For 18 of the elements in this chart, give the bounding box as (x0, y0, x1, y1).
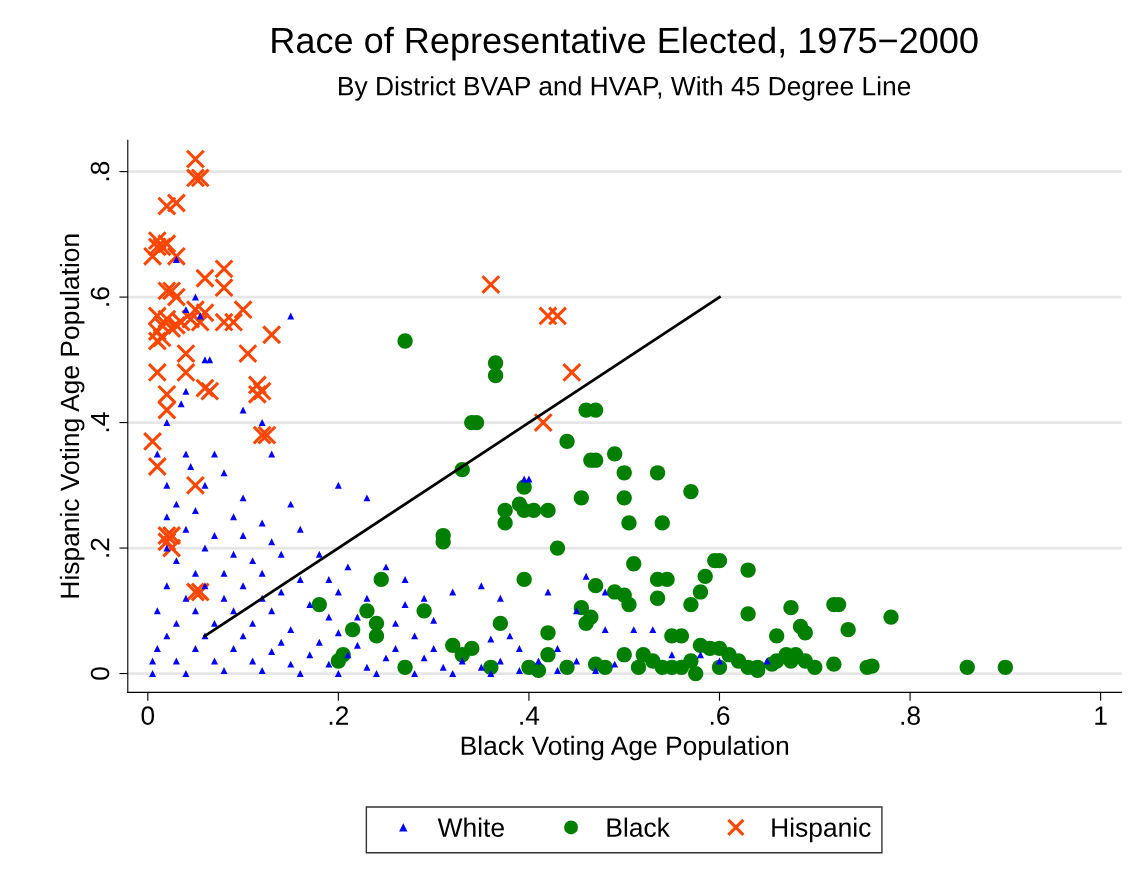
legend-label: Black (607, 817, 670, 837)
y-tick-label: .6 (90, 287, 110, 306)
legend-label: Hispanic (772, 817, 871, 843)
chart-subtitle: By District BVAP and HVAP, With 45 Degree Line (339, 76, 911, 101)
legend-label: White (437, 817, 504, 837)
y-tick-label: .4 (90, 412, 110, 432)
x-axis-title: Black Voting Age Population (461, 735, 789, 761)
x-tick-label: .2 (329, 706, 349, 725)
x-tick-label: .8 (901, 706, 920, 725)
x-tick-label: .6 (710, 706, 730, 725)
y-tick-label: .2 (90, 538, 110, 557)
y-tick-label: .8 (90, 161, 110, 181)
chart-title: Race of Representative Elected, 1975−2000 (272, 26, 978, 61)
x-tick-label: .4 (520, 706, 540, 725)
x-tick-label: 0 (141, 706, 155, 725)
y-tick-label: 0 (90, 667, 110, 680)
x-tick-label: 1 (1095, 706, 1107, 725)
y-axis-title: Hispanic Voting Age Population (59, 234, 85, 598)
